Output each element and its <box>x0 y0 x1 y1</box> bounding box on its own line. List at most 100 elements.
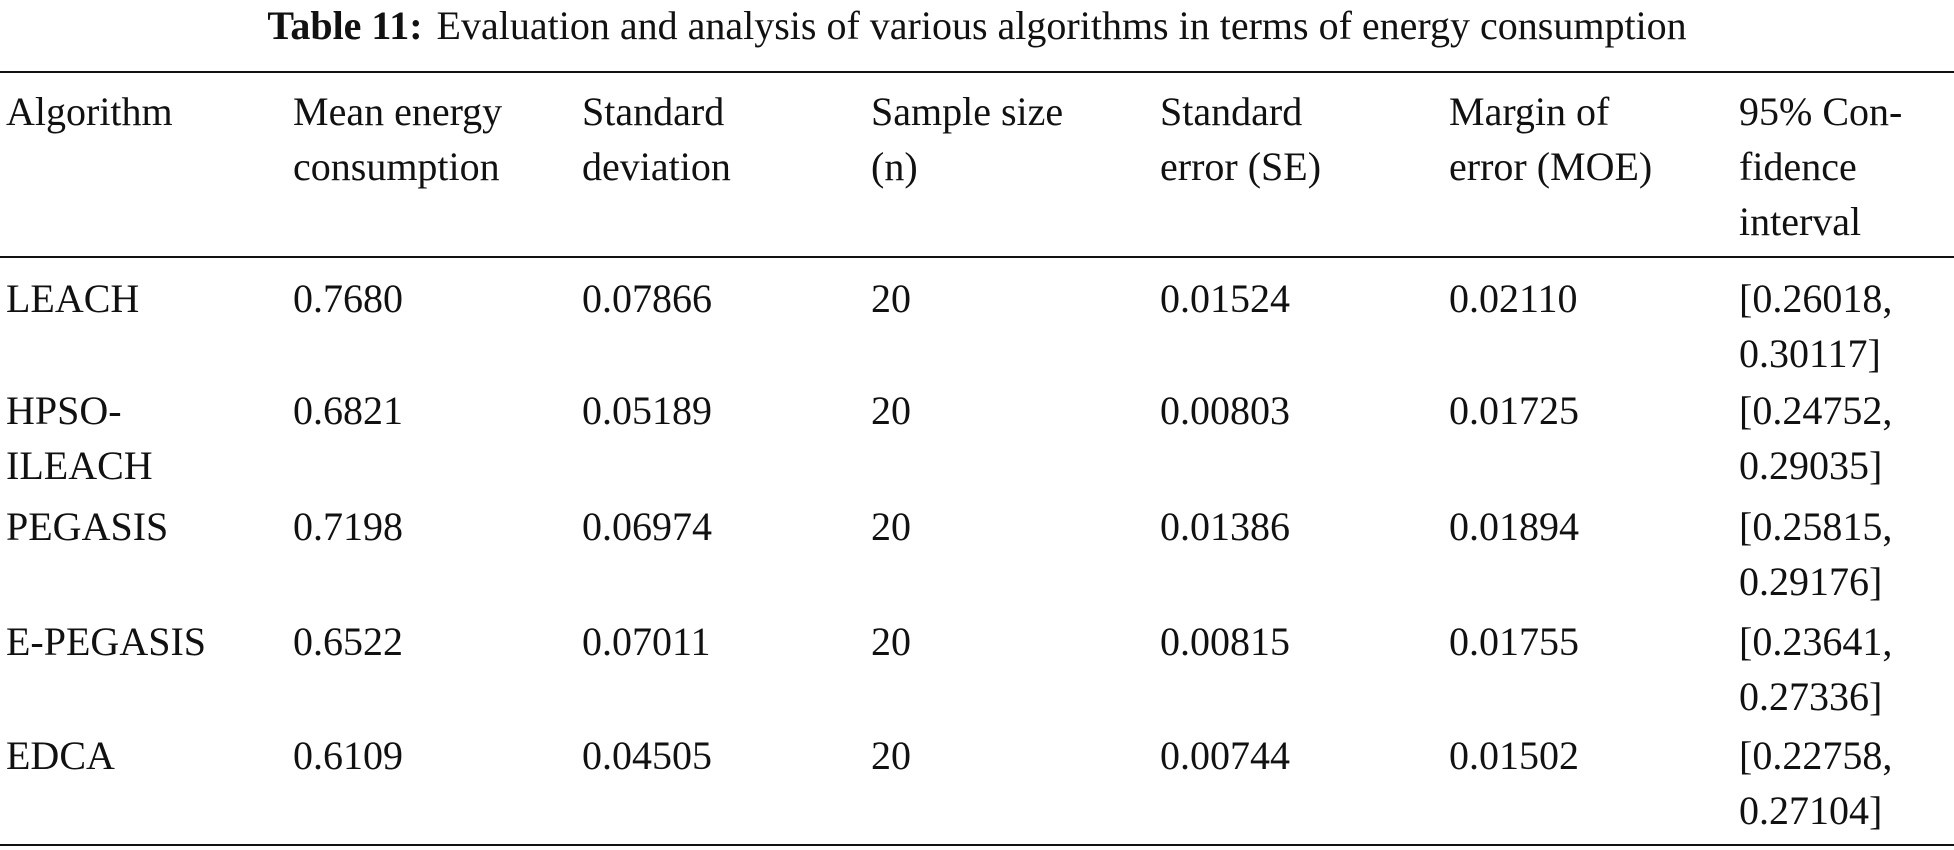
table-cell: 20 <box>871 728 911 783</box>
table-cell-line: [0.24752, <box>1739 388 1893 433</box>
table-cell: [0.24752, 0.29035] <box>1739 383 1892 493</box>
table-cell-line: 0.6522 <box>293 619 403 664</box>
table-cell: 0.01755 <box>1449 614 1579 669</box>
caption: Table 11: Evaluation and analysis of vari… <box>0 0 1954 52</box>
table-cell-line: 0.29035] <box>1739 443 1883 488</box>
table-cell-line: LEACH <box>6 276 140 321</box>
table-cell: 0.6109 <box>293 728 403 783</box>
table-cell: E-PEGASIS <box>6 614 206 669</box>
table-cell: 0.00803 <box>1160 383 1290 438</box>
table-cell: 0.02110 <box>1449 271 1578 326</box>
header-cell-line: fidence <box>1739 144 1857 189</box>
caption-text: Evaluation and analysis of various algor… <box>436 3 1687 48</box>
table-cell-line: 0.06974 <box>582 504 712 549</box>
table-cell-line: [0.22758, <box>1739 733 1893 778</box>
table-cell-line: 0.01755 <box>1449 619 1579 664</box>
table-cell-line: 0.00744 <box>1160 733 1290 778</box>
table-cell: 0.6821 <box>293 383 403 438</box>
header-cell-line: Mean energy <box>293 89 503 134</box>
table-cell-line: 0.04505 <box>582 733 712 778</box>
table-cell-line: ILEACH <box>6 443 153 488</box>
table-cell-line: 0.7198 <box>293 504 403 549</box>
table-cell: 0.7198 <box>293 499 403 554</box>
table-cell: 20 <box>871 499 911 554</box>
header-cell: Standard error (SE) <box>1160 84 1321 194</box>
header-cell-line: (n) <box>871 144 918 189</box>
table-cell: 0.06974 <box>582 499 712 554</box>
table-cell: HPSO- ILEACH <box>6 383 153 493</box>
header-rule <box>0 256 1954 258</box>
header-cell: Sample size (n) <box>871 84 1063 194</box>
header-cell-line: deviation <box>582 144 731 189</box>
header-cell-line: interval <box>1739 199 1862 244</box>
table-cell: 0.00815 <box>1160 614 1290 669</box>
header-cell-line: Algorithm <box>6 89 173 134</box>
table-cell-line: 0.7680 <box>293 276 403 321</box>
table-cell: [0.26018, 0.30117] <box>1739 271 1892 381</box>
table-cell-line: 0.27104] <box>1739 788 1883 833</box>
table-cell: [0.22758, 0.27104] <box>1739 728 1892 838</box>
table-cell-line: [0.23641, <box>1739 619 1893 664</box>
header-cell: Mean energy consumption <box>293 84 502 194</box>
table-cell: 0.01502 <box>1449 728 1579 783</box>
header-cell-line: Standard <box>582 89 725 134</box>
table-cell-line: 0.6109 <box>293 733 403 778</box>
table-cell: 0.07011 <box>582 614 711 669</box>
table-cell: 0.07866 <box>582 271 712 326</box>
header-cell: Algorithm <box>6 84 173 139</box>
table-cell-line: 20 <box>871 619 911 664</box>
header-cell: Margin of error (MOE) <box>1449 84 1652 194</box>
table-cell-line: 20 <box>871 276 911 321</box>
table-cell: [0.25815, 0.29176] <box>1739 499 1892 609</box>
header-cell-line: error (SE) <box>1160 144 1322 189</box>
header-cell-line: error (MOE) <box>1449 144 1653 189</box>
top-rule <box>0 71 1954 73</box>
table-cell-line: 0.6821 <box>293 388 403 433</box>
table-cell-line: 20 <box>871 504 911 549</box>
table-cell-line: EDCA <box>6 733 115 778</box>
table-cell-line: 20 <box>871 733 911 778</box>
table-cell-line: E-PEGASIS <box>6 619 207 664</box>
table-cell: [0.23641, 0.27336] <box>1739 614 1892 724</box>
table-cell: 0.01524 <box>1160 271 1290 326</box>
table-cell: 0.01894 <box>1449 499 1579 554</box>
table-cell: 0.05189 <box>582 383 712 438</box>
header-cell-line: Margin of <box>1449 89 1610 134</box>
header-cell: 95% Con-fidence interval <box>1739 84 1902 249</box>
table-cell-line: 0.30117] <box>1739 331 1881 376</box>
table-cell-line: 0.01502 <box>1449 733 1579 778</box>
table-cell-line: 0.29176] <box>1739 559 1883 604</box>
table-cell-line: 20 <box>871 388 911 433</box>
table-cell: EDCA <box>6 728 115 783</box>
header-cell-line: Standard <box>1160 89 1303 134</box>
table-cell-line: PEGASIS <box>6 504 169 549</box>
table-cell-line: 0.01524 <box>1160 276 1290 321</box>
table-cell-line: 0.00815 <box>1160 619 1290 664</box>
table-cell: 0.01725 <box>1449 383 1579 438</box>
table-cell: 0.00744 <box>1160 728 1290 783</box>
table-cell-line: 0.01894 <box>1449 504 1579 549</box>
table-cell-line: 0.00803 <box>1160 388 1290 433</box>
table-cell: 0.7680 <box>293 271 403 326</box>
header-cell-line: 95% Con- <box>1739 89 1903 134</box>
header-cell-line: consumption <box>293 144 500 189</box>
table-cell: PEGASIS <box>6 499 168 554</box>
table-cell: 0.04505 <box>582 728 712 783</box>
table-cell-line: [0.25815, <box>1739 504 1893 549</box>
table-cell-line: 0.07011 <box>582 619 711 664</box>
caption-label: Table 11: <box>267 3 423 48</box>
table-cell: 20 <box>871 383 911 438</box>
table-cell: 0.01386 <box>1160 499 1290 554</box>
table-cell: 0.6522 <box>293 614 403 669</box>
table-cell-line: 0.01725 <box>1449 388 1579 433</box>
table-cell-line: 0.02110 <box>1449 276 1578 321</box>
table-cell-line: [0.26018, <box>1739 276 1893 321</box>
header-cell-line: Sample size <box>871 89 1064 134</box>
table-cell-line: 0.27336] <box>1739 674 1883 719</box>
table-cell-line: 0.01386 <box>1160 504 1290 549</box>
table-cell-line: 0.05189 <box>582 388 712 433</box>
bottom-rule <box>0 844 1954 846</box>
table-cell: 20 <box>871 271 911 326</box>
table-cell-line: HPSO- <box>6 388 122 433</box>
